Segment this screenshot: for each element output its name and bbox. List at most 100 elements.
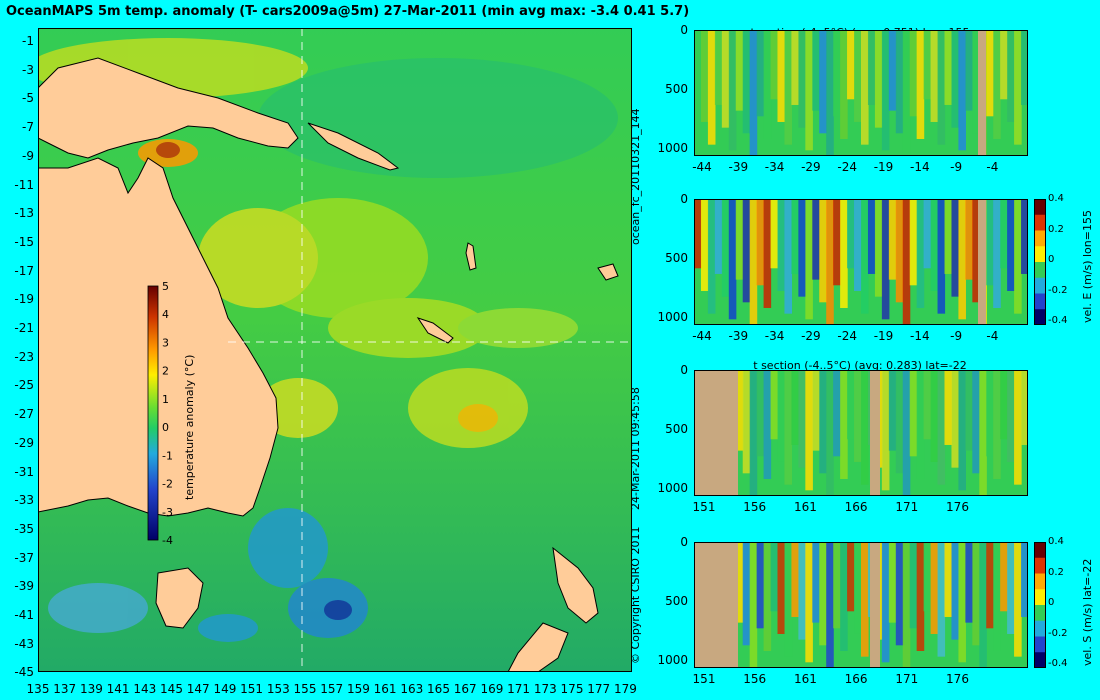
section-column (833, 30, 841, 117)
section-column (965, 30, 973, 111)
section-column (923, 542, 932, 612)
section-column (700, 30, 709, 122)
section-column (1021, 30, 1028, 105)
section-column (944, 30, 953, 105)
longitude-tick: 151 (240, 682, 264, 696)
section-column (847, 199, 855, 269)
section-column (742, 370, 751, 474)
section-column (854, 370, 862, 462)
section-x-tick: -9 (950, 160, 963, 174)
section-column (826, 542, 834, 668)
land-mask (870, 542, 880, 668)
depth-tick: 0 (680, 192, 688, 206)
section-x-tick: -29 (801, 329, 821, 343)
latitude-tick: -43 (14, 636, 34, 651)
section-plot (694, 542, 1028, 668)
run-label: ocean_fc_20110321_144 (629, 108, 642, 245)
section-column (867, 199, 876, 274)
longitude-tick: 173 (533, 682, 557, 696)
section-column (756, 370, 765, 457)
section-x-tick: -34 (764, 160, 785, 174)
section-x-tick: 176 (946, 500, 969, 514)
longitude-tick: 175 (560, 682, 584, 696)
section-column (1000, 199, 1008, 269)
section-column (694, 199, 702, 269)
latitude-tick: -45 (14, 665, 34, 680)
section-column (826, 370, 834, 496)
colorbar-tick: 0 (1048, 597, 1055, 608)
colorbar-band (1034, 246, 1046, 263)
section-column (805, 542, 813, 663)
section-x-tick: 151 (692, 672, 716, 686)
colorbar-tick: -2 (162, 478, 173, 491)
section-column (888, 30, 897, 111)
longitude-tick: 179 (613, 682, 637, 696)
section-column (958, 370, 966, 491)
section-column (791, 370, 799, 445)
depth-tick: 1000 (657, 141, 688, 155)
section-column (763, 199, 772, 308)
latitude-tick: -37 (14, 550, 34, 565)
section-column (902, 30, 911, 156)
colorbar-label: temperature anomaly (°C) (183, 354, 196, 500)
land-mask (978, 30, 986, 156)
colorbar-band (1034, 199, 1046, 216)
section-column (923, 370, 932, 440)
section-column (819, 30, 827, 134)
section-x-tick: 156 (743, 500, 767, 514)
longitude-tick: 137 (53, 682, 77, 696)
section-column (805, 199, 813, 320)
section-column (861, 30, 869, 145)
section-column (819, 199, 827, 303)
section-column (707, 199, 716, 314)
depth-tick: 0 (680, 535, 688, 549)
latitude-tick: -35 (14, 521, 34, 536)
longitude-tick: 143 (133, 682, 157, 696)
colorbar-band (1034, 277, 1046, 294)
land-mask (694, 542, 738, 668)
colorbar-band (1034, 620, 1046, 637)
latitude-tick: -21 (14, 321, 34, 335)
colorbar-tick: 5 (162, 280, 169, 293)
section-column (951, 30, 960, 128)
colorbar-label: vel. E (m/s) lon=155 (1081, 210, 1094, 323)
section-x-tick: 156 (743, 672, 767, 686)
section-column (721, 199, 730, 297)
section-column (958, 30, 966, 151)
section-column (965, 199, 973, 280)
section-column (826, 30, 834, 156)
section-column (923, 30, 932, 100)
section-column (930, 542, 939, 634)
section-column (700, 199, 709, 291)
section-x-tick: 171 (895, 672, 919, 686)
latitude-tick: -3 (22, 62, 34, 77)
section-column (888, 199, 897, 280)
new-guinea (38, 57, 299, 159)
anomaly-patches (38, 38, 618, 642)
longitude-tick: 165 (427, 682, 450, 696)
section-plot (694, 370, 1028, 496)
section-column (735, 199, 744, 280)
colorbar-tick: -0.2 (1048, 627, 1068, 639)
colorbar-tick: 4 (162, 308, 169, 321)
latitude-tick: -5 (22, 91, 34, 106)
section-column (770, 199, 779, 269)
section-x-tick: 166 (844, 500, 868, 514)
section-column (1007, 542, 1015, 634)
new-caledonia (416, 317, 454, 344)
section-column (972, 30, 980, 134)
longitude-tick: 141 (106, 682, 130, 696)
section-column (742, 542, 751, 646)
colorbar-band (1034, 557, 1046, 574)
section-column (798, 542, 806, 640)
latitude-tick: -23 (14, 349, 34, 364)
section-column (812, 370, 820, 451)
colorbar-band (1034, 589, 1046, 606)
section-column (854, 30, 862, 122)
longitude-tick: 167 (453, 682, 477, 696)
colorbar-tick: 0.2 (1048, 566, 1064, 578)
section-x-tick: -19 (873, 329, 894, 343)
section-column (923, 199, 932, 269)
section-column (944, 370, 953, 445)
section-column (1014, 542, 1022, 657)
